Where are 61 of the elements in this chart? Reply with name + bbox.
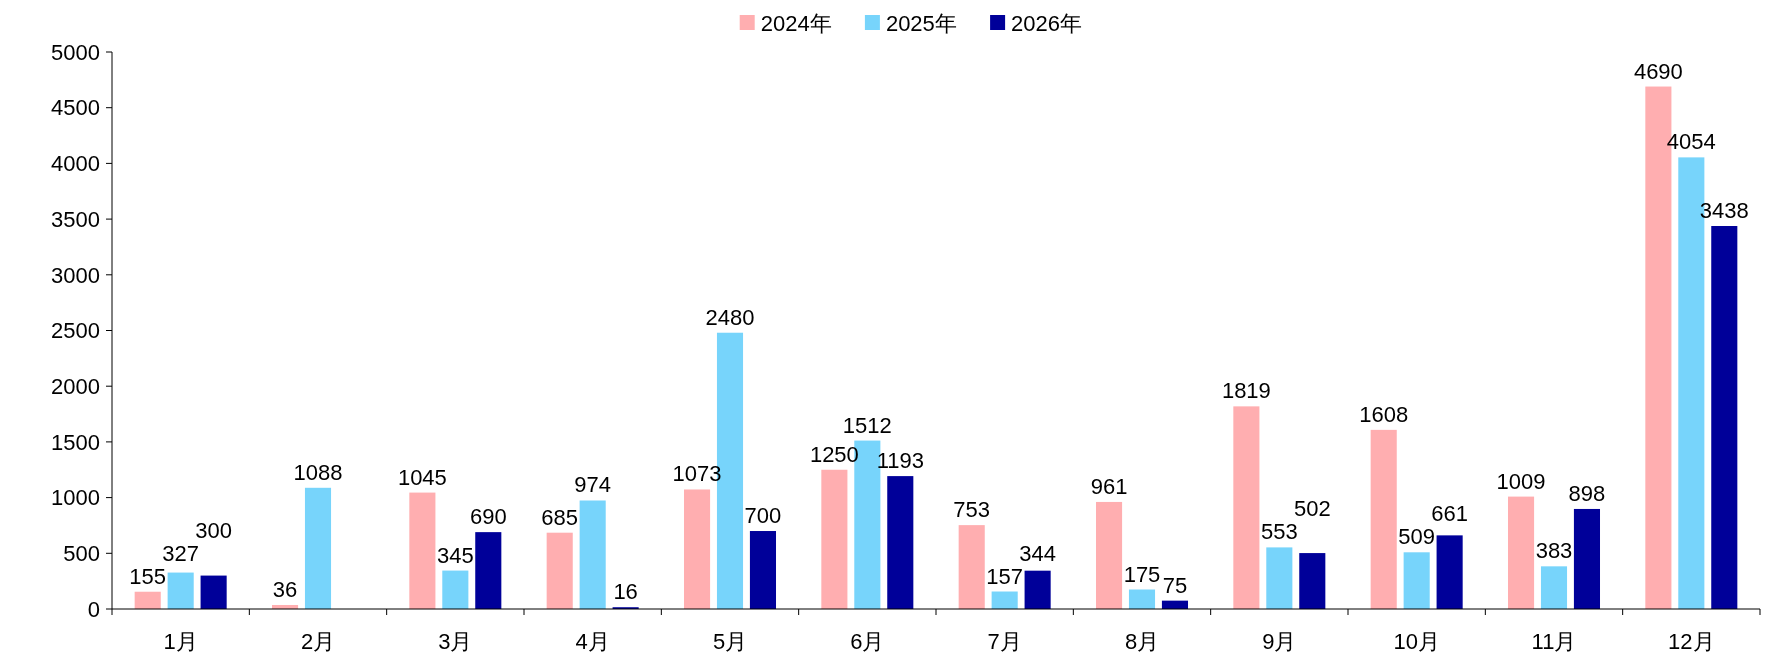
- data-label: 3438: [1699, 198, 1749, 224]
- data-label: 383: [1535, 538, 1573, 564]
- data-label: 157: [986, 563, 1024, 589]
- data-label: 700: [744, 503, 782, 529]
- data-label: 175: [1123, 561, 1161, 587]
- data-label: 300: [195, 517, 232, 543]
- y-tick-label: 3000: [51, 262, 100, 288]
- data-label: 1088: [293, 459, 343, 485]
- data-label: 1073: [672, 461, 722, 487]
- data-label: 898: [1568, 480, 1606, 506]
- data-label: 1250: [809, 441, 859, 467]
- y-tick-label: 0: [87, 596, 100, 622]
- data-label: 16: [613, 579, 638, 605]
- data-label: 553: [1260, 519, 1298, 545]
- y-tick-label: 1500: [51, 429, 100, 455]
- x-tick-label: 5月: [712, 629, 748, 654]
- data-label: 509: [1398, 524, 1436, 550]
- data-label: 2480: [705, 304, 755, 330]
- y-tick-label: 5000: [51, 39, 100, 65]
- data-label: 961: [1090, 473, 1128, 499]
- legend-label: 2024年: [760, 10, 832, 36]
- y-tick-label: 500: [63, 541, 100, 566]
- x-tick-label: 7月: [987, 629, 1022, 654]
- x-tick-label: 2月: [300, 629, 336, 654]
- data-label: 1009: [1496, 468, 1546, 494]
- x-tick-label: 12月: [1668, 629, 1715, 654]
- data-label: 974: [574, 472, 612, 498]
- data-label: 690: [469, 504, 507, 530]
- data-label: 345: [436, 542, 474, 568]
- data-label: 4690: [1633, 58, 1683, 84]
- x-tick-label: 4月: [575, 629, 610, 654]
- data-label: 1193: [876, 448, 924, 474]
- legend-label: 2025年: [885, 10, 957, 36]
- data-label: 1608: [1359, 401, 1409, 427]
- data-label: 1045: [397, 464, 447, 490]
- y-tick-label: 3500: [51, 206, 100, 232]
- x-tick-label: 3月: [438, 629, 473, 654]
- x-tick-label: 8月: [1124, 629, 1160, 654]
- y-tick-label: 2500: [51, 318, 100, 344]
- data-label: 4054: [1666, 129, 1716, 155]
- data-label: 753: [953, 497, 991, 523]
- data-label: 327: [162, 540, 200, 566]
- x-tick-label: 9月: [1262, 629, 1297, 654]
- data-label: 1819: [1221, 378, 1271, 404]
- y-tick-label: 1000: [51, 485, 100, 511]
- data-label: 685: [541, 504, 579, 530]
- data-label: 36: [272, 576, 298, 602]
- x-tick-label: 10月: [1393, 629, 1440, 654]
- y-tick-label: 4000: [51, 151, 100, 177]
- data-label: 661: [1431, 501, 1468, 527]
- data-label: 1512: [842, 412, 892, 438]
- data-label: 344: [1019, 540, 1056, 566]
- data-label: 155: [129, 563, 167, 589]
- x-tick-label: 11月: [1531, 629, 1577, 654]
- legend-label: 2026年: [1011, 10, 1083, 36]
- x-tick-label: 1月: [163, 629, 198, 654]
- y-tick-label: 4500: [51, 95, 100, 121]
- data-label: 75: [1162, 572, 1188, 598]
- data-label: 502: [1293, 496, 1331, 522]
- x-tick-label: 6月: [850, 629, 885, 654]
- y-tick-label: 2000: [51, 373, 100, 399]
